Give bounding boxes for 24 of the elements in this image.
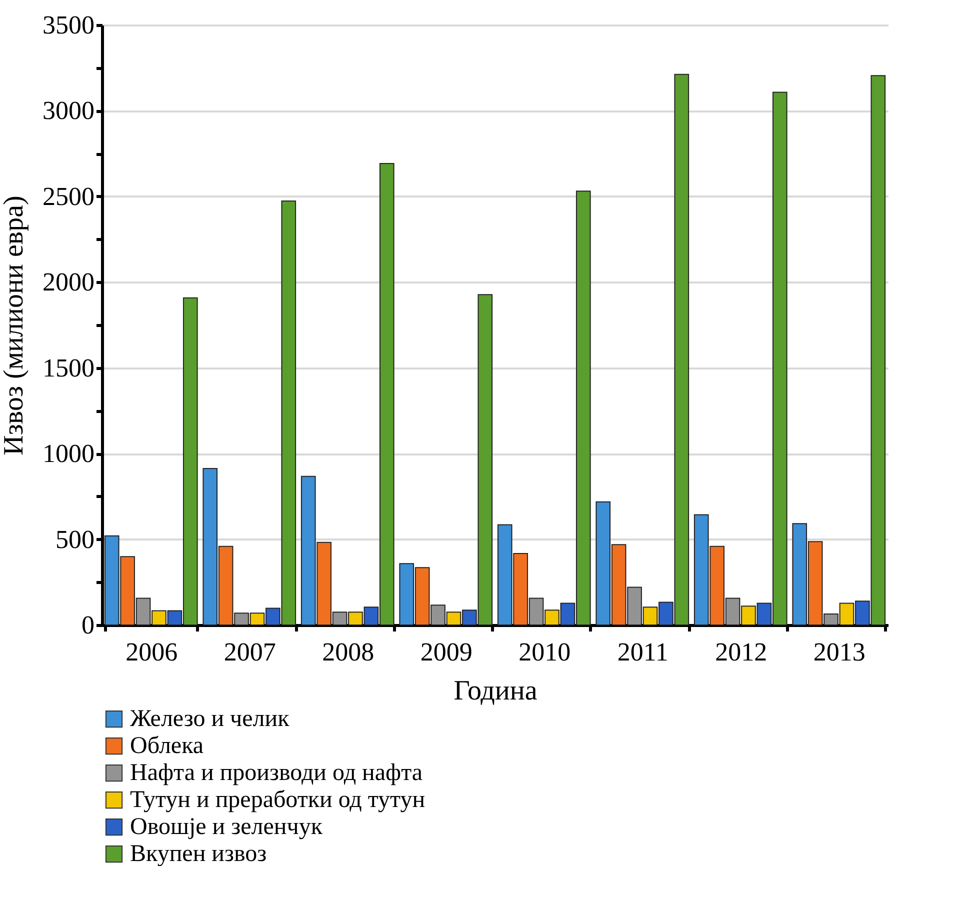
y-tick-label: 1000 <box>42 439 94 468</box>
y-tick-label: 1500 <box>42 353 94 382</box>
y-tick-label: 0 <box>82 610 94 640</box>
x-tick-label: 2008 <box>322 638 374 666</box>
x-tick-label: 2007 <box>224 638 276 666</box>
legend-label: Вкупен извоз <box>130 841 267 867</box>
x-tick-label: 2006 <box>126 638 178 666</box>
legend-label: Тутун и преработки од тутун <box>130 787 426 813</box>
x-tick-label: 2011 <box>617 638 668 666</box>
legend-label: Овошје и зеленчук <box>130 814 323 840</box>
x-tick-label: 2010 <box>518 638 571 666</box>
legend-label: Нафта и производи од нафта <box>130 760 423 786</box>
y-tick-label: 2000 <box>42 268 94 297</box>
y-tick-label: 3000 <box>42 96 94 126</box>
x-tick-label: 2009 <box>420 638 472 666</box>
x-tick-label: 2012 <box>715 638 768 666</box>
y-tick-label: 3500 <box>42 10 94 40</box>
legend-label: Железо и челик <box>130 706 290 732</box>
x-tick-label: 2013 <box>813 638 866 666</box>
y-tick-label: 2500 <box>42 182 94 211</box>
x-axis-title: Година <box>454 676 538 706</box>
legend-label: Облека <box>130 733 204 759</box>
y-axis-title: Извоз (милиони евра) <box>0 196 30 456</box>
y-tick-label: 500 <box>56 524 94 554</box>
